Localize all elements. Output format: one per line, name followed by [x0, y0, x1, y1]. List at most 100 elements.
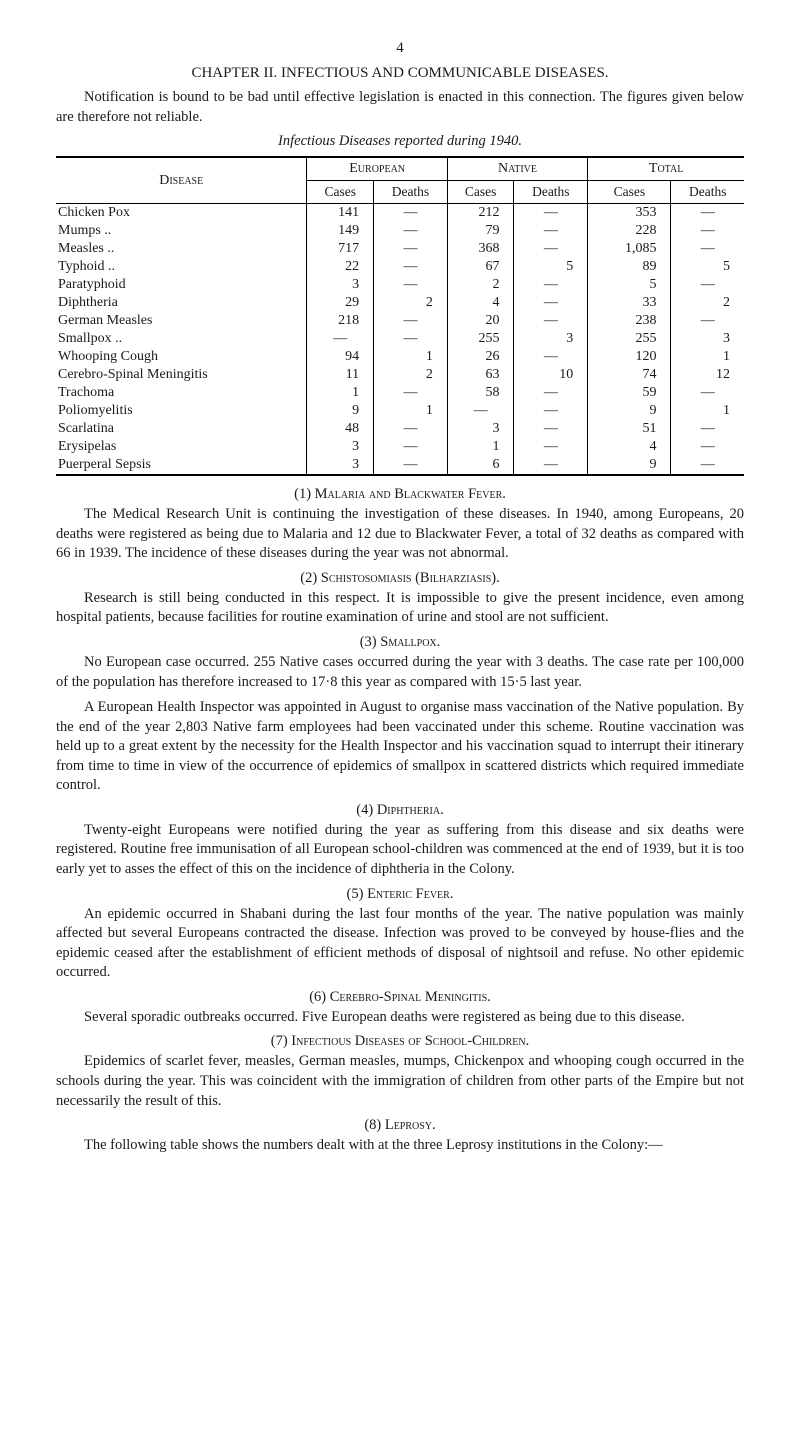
table-row: Scarlatina48—3—51— — [56, 420, 744, 438]
section-paragraph: The following table shows the numbers de… — [56, 1136, 744, 1156]
table-cell: 1 — [447, 438, 514, 456]
chapter-title: CHAPTER II. INFECTIOUS AND COMMUNICABLE … — [56, 65, 744, 82]
table-row: Measles ..717—368—1,085— — [56, 240, 744, 258]
table-cell: 79 — [447, 222, 514, 240]
table-cell: — — [514, 456, 588, 475]
table-cell: 368 — [447, 240, 514, 258]
table-cell: — — [374, 330, 448, 348]
section-heading: (7) Infectious Diseases of School-Childr… — [56, 1033, 744, 1050]
table-header-group: Native — [447, 157, 587, 181]
table-cell: 10 — [514, 366, 588, 384]
diseases-table: Disease European Native Total Cases Deat… — [56, 156, 744, 476]
table-row: Chicken Pox141—212—353— — [56, 204, 744, 223]
intro-paragraph: Notification is bound to be bad until ef… — [56, 88, 744, 127]
table-cell: 238 — [588, 312, 671, 330]
table-row: German Measles218—20—238— — [56, 312, 744, 330]
table-header-disease: Disease — [56, 157, 307, 204]
table-cell: 1 — [671, 402, 744, 420]
table-cell: 2 — [671, 294, 744, 312]
section-heading: (2) Schistosomiasis (Bilharziasis). — [56, 570, 744, 587]
table-cell: — — [374, 420, 448, 438]
table-row: Poliomyelitis91——91 — [56, 402, 744, 420]
table-cell: 212 — [447, 204, 514, 223]
table-cell: 141 — [307, 204, 374, 223]
table-cell: — — [514, 312, 588, 330]
table-cell: 63 — [447, 366, 514, 384]
table-row: Smallpox ..——25532553 — [56, 330, 744, 348]
table-cell: — — [514, 402, 588, 420]
table-cell: 3 — [307, 276, 374, 294]
table-cell: 5 — [671, 258, 744, 276]
section-paragraph: No European case occurred. 255 Native ca… — [56, 653, 744, 692]
table-cell: 58 — [447, 384, 514, 402]
table-cell: — — [514, 384, 588, 402]
table-cell: 5 — [588, 276, 671, 294]
table-cell: — — [514, 438, 588, 456]
table-cell: — — [671, 240, 744, 258]
table-cell: — — [374, 276, 448, 294]
section-heading: (6) Cerebro-Spinal Meningitis. — [56, 989, 744, 1006]
disease-cell: German Measles — [56, 312, 307, 330]
table-cell: 3 — [447, 420, 514, 438]
table-row: Diphtheria2924—332 — [56, 294, 744, 312]
table-cell: — — [671, 312, 744, 330]
table-row: Puerperal Sepsis3—6—9— — [56, 456, 744, 475]
table-cell: 9 — [307, 402, 374, 420]
table-cell: 5 — [514, 258, 588, 276]
table-cell: — — [374, 240, 448, 258]
table-cell: 9 — [588, 402, 671, 420]
table-cell: — — [374, 222, 448, 240]
disease-cell: Typhoid .. — [56, 258, 307, 276]
section-heading: (8) Leprosy. — [56, 1117, 744, 1134]
table-cell: — — [514, 348, 588, 366]
table-cell: 1 — [374, 402, 448, 420]
table-subheader: Deaths — [374, 181, 448, 204]
table-cell: — — [514, 222, 588, 240]
table-cell: — — [374, 204, 448, 223]
disease-cell: Trachoma — [56, 384, 307, 402]
table-cell: 1 — [307, 384, 374, 402]
table-cell: 22 — [307, 258, 374, 276]
table-cell: 3 — [514, 330, 588, 348]
disease-cell: Diphtheria — [56, 294, 307, 312]
disease-cell: Erysipelas — [56, 438, 307, 456]
table-cell: 67 — [447, 258, 514, 276]
table-cell: — — [374, 384, 448, 402]
table-cell: 3 — [671, 330, 744, 348]
section-paragraph: An epidemic occurred in Shabani during t… — [56, 905, 744, 983]
table-cell: 2 — [447, 276, 514, 294]
table-cell: 2 — [374, 366, 448, 384]
table-header-group: European — [307, 157, 447, 181]
table-cell: 4 — [588, 438, 671, 456]
table-subheader: Cases — [588, 181, 671, 204]
disease-cell: Puerperal Sepsis — [56, 456, 307, 475]
table-row: Erysipelas3—1—4— — [56, 438, 744, 456]
section-heading: (4) Diphtheria. — [56, 802, 744, 819]
table-cell: 353 — [588, 204, 671, 223]
table-cell: 717 — [307, 240, 374, 258]
table-cell: 20 — [447, 312, 514, 330]
table-cell: 9 — [588, 456, 671, 475]
table-subheader: Cases — [307, 181, 374, 204]
disease-cell: Mumps .. — [56, 222, 307, 240]
table-cell: 74 — [588, 366, 671, 384]
table-row: Trachoma1—58—59— — [56, 384, 744, 402]
table-cell: 11 — [307, 366, 374, 384]
disease-cell: Cerebro-Spinal Meningitis — [56, 366, 307, 384]
table-cell: — — [514, 420, 588, 438]
table-cell: 59 — [588, 384, 671, 402]
table-cell: — — [514, 204, 588, 223]
table-cell: 120 — [588, 348, 671, 366]
table-cell: — — [374, 258, 448, 276]
section-paragraph: Several sporadic outbreaks occurred. Fiv… — [56, 1008, 744, 1028]
table-subheader: Cases — [447, 181, 514, 204]
table-cell: — — [671, 420, 744, 438]
table-cell: 94 — [307, 348, 374, 366]
disease-cell: Scarlatina — [56, 420, 307, 438]
table-cell: 2 — [374, 294, 448, 312]
table-cell: 255 — [447, 330, 514, 348]
page-number: 4 — [56, 40, 744, 57]
table-row: Mumps ..149—79—228— — [56, 222, 744, 240]
section-heading: (5) Enteric Fever. — [56, 886, 744, 903]
table-cell: 26 — [447, 348, 514, 366]
